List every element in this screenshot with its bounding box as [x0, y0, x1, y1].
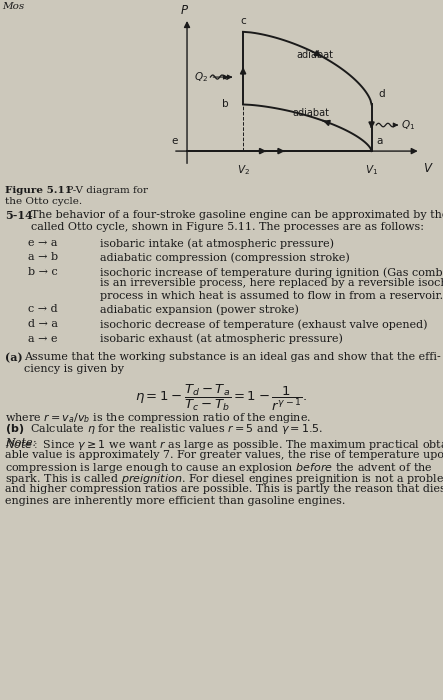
Text: (a): (a) — [5, 352, 23, 363]
Text: isochoric increase of temperature during ignition (Gas combustion: isochoric increase of temperature during… — [100, 267, 443, 278]
Text: isochoric decrease of temperature (exhaust valve opened): isochoric decrease of temperature (exhau… — [100, 319, 427, 330]
Text: process in which heat is assumed to flow in from a reservoir.): process in which heat is assumed to flow… — [100, 290, 443, 300]
Text: c: c — [240, 16, 246, 27]
Text: adiabat: adiabat — [297, 50, 334, 60]
Text: is an irreversible process, here replaced by a reversible isochoric: is an irreversible process, here replace… — [100, 279, 443, 288]
Text: isobaric intake (at atmospheric pressure): isobaric intake (at atmospheric pressure… — [100, 238, 334, 248]
Text: d → a: d → a — [28, 319, 58, 329]
Text: e → a: e → a — [28, 238, 58, 248]
Text: engines are inherently more efficient than gasoline engines.: engines are inherently more efficient th… — [5, 496, 346, 505]
Text: Assume that the working substance is an ideal gas and show that the effi-: Assume that the working substance is an … — [24, 352, 441, 362]
Text: V: V — [423, 162, 431, 175]
Text: and higher compression ratios are possible. This is partly the reason that diese: and higher compression ratios are possib… — [5, 484, 443, 494]
Text: ciency is given by: ciency is given by — [24, 363, 124, 374]
Text: $V_2$: $V_2$ — [237, 163, 249, 177]
Text: $\mathbf{(b)}$  Calculate $\eta$ for the realistic values $r = 5$ and $\gamma = : $\mathbf{(b)}$ Calculate $\eta$ for the … — [5, 423, 323, 437]
Text: adiabatic compression (compression stroke): adiabatic compression (compression strok… — [100, 253, 350, 263]
Text: adiabat: adiabat — [292, 108, 329, 118]
Text: b → c: b → c — [28, 267, 58, 277]
Text: $Q_2$: $Q_2$ — [194, 70, 208, 84]
Text: where $r = v_a/v_b$ is the compression ratio of the engine.: where $r = v_a/v_b$ is the compression r… — [5, 411, 311, 425]
Text: compression is large enough to cause an explosion $\it{before}$ the advent of th: compression is large enough to cause an … — [5, 461, 433, 475]
Text: Mos: Mos — [2, 2, 24, 11]
Text: a → b: a → b — [28, 253, 58, 262]
Text: $V_1$: $V_1$ — [365, 163, 378, 177]
Text: P: P — [181, 4, 188, 17]
Text: $\it{Note:}$ Since $\gamma \geq 1$ we want $r$ as large as possible. The maximum: $\it{Note:}$ Since $\gamma \geq 1$ we wa… — [5, 438, 443, 452]
Text: d: d — [379, 89, 385, 99]
Text: P-V diagram for: P-V diagram for — [60, 186, 148, 195]
Text: $\eta = 1 - \dfrac{T_d - T_a}{T_c - T_b} = 1 - \dfrac{1}{r^{\gamma - 1}}.$: $\eta = 1 - \dfrac{T_d - T_a}{T_c - T_b}… — [135, 383, 307, 414]
Text: $Q_1$: $Q_1$ — [401, 118, 415, 132]
Text: c → d: c → d — [28, 304, 58, 314]
Text: able value is approximately 7. For greater values, the rise of temperature upon: able value is approximately 7. For great… — [5, 449, 443, 459]
Text: b: b — [222, 99, 229, 109]
Text: called Otto cycle, shown in Figure 5.11. The processes are as follows:: called Otto cycle, shown in Figure 5.11.… — [31, 221, 424, 232]
Text: 5-14: 5-14 — [5, 210, 33, 221]
Text: a: a — [376, 136, 383, 146]
Text: the Otto cycle.: the Otto cycle. — [5, 197, 82, 206]
Text: adiabatic expansion (power stroke): adiabatic expansion (power stroke) — [100, 304, 299, 315]
Text: Note:: Note: — [5, 438, 36, 448]
Text: a → e: a → e — [28, 333, 58, 344]
Text: e: e — [171, 136, 178, 146]
Text: isobaric exhaust (at atmospheric pressure): isobaric exhaust (at atmospheric pressur… — [100, 333, 343, 344]
Text: spark. This is called $\it{preignition}$. For diesel engines preignition is not : spark. This is called $\it{preignition}$… — [5, 473, 443, 486]
Text: Figure 5.11: Figure 5.11 — [5, 186, 72, 195]
Text: The behavior of a four-stroke gasoline engine can be approximated by the so-: The behavior of a four-stroke gasoline e… — [31, 210, 443, 220]
